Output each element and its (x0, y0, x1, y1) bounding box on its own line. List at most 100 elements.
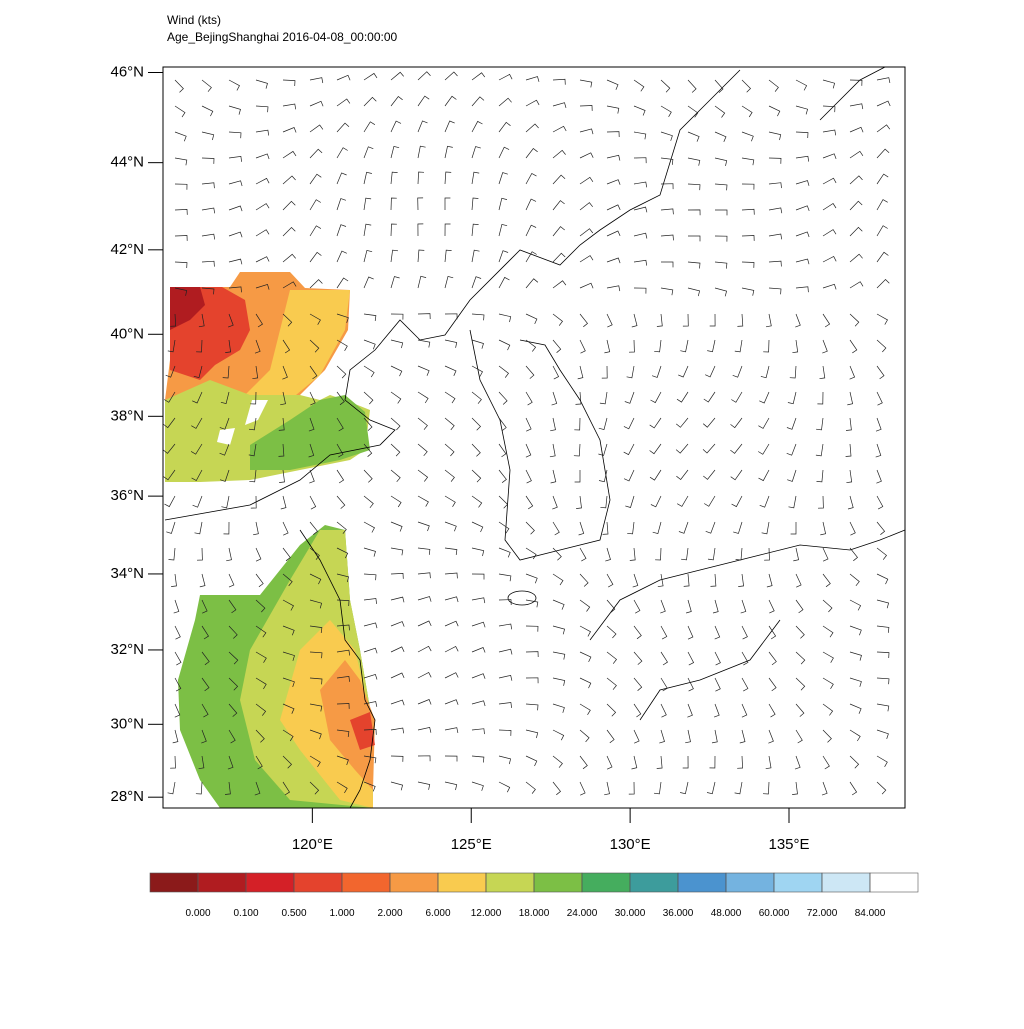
wind-barb (336, 339, 348, 351)
wind-barb (600, 495, 608, 509)
wind-barb (201, 625, 209, 640)
wind-barb (336, 755, 349, 766)
wind-barb (309, 781, 320, 795)
wind-barb (163, 417, 176, 429)
wind-barb (444, 521, 457, 532)
wind-barb (390, 171, 398, 185)
wind-barb (471, 171, 480, 185)
colorbar-box (485, 872, 535, 893)
wind-barb (444, 755, 458, 762)
wind-barb (633, 703, 642, 718)
wind-barb (336, 495, 346, 509)
wind-barb (363, 391, 374, 405)
wind-barb (471, 597, 486, 604)
wind-barb (606, 79, 619, 90)
wind-barb (660, 677, 668, 692)
wind-barb (174, 287, 188, 296)
wind-barb (579, 313, 588, 328)
wind-barb (579, 547, 587, 562)
wind-barb (170, 313, 177, 327)
y-tick-label: 30°N (110, 715, 144, 732)
wind-barb (623, 469, 635, 482)
wind-barb (255, 256, 270, 263)
wind-barb (606, 179, 621, 185)
wind-barb (649, 469, 662, 481)
wind-barb (623, 443, 635, 456)
wind-barb (444, 620, 459, 627)
wind-barb (282, 103, 297, 110)
wind-barb (768, 233, 783, 240)
wind-barb (390, 781, 404, 791)
wind-barb (167, 339, 176, 353)
wind-barb (678, 365, 689, 378)
x-tick-label: 125°E (451, 836, 492, 853)
wind-barb (525, 547, 537, 560)
wind-barb (849, 599, 862, 611)
wind-barb (498, 339, 511, 351)
wind-barb (876, 279, 890, 289)
wind-barb (795, 79, 808, 91)
wind-barb (363, 365, 375, 378)
wind-barb (390, 646, 405, 653)
wind-barb (714, 183, 728, 191)
wind-barb (822, 256, 837, 263)
wind-barb (714, 677, 721, 692)
wind-barb (822, 599, 833, 613)
wind-barb (363, 547, 376, 557)
wind-barb (471, 365, 483, 377)
wind-barb (552, 280, 567, 289)
wind-barb (444, 171, 452, 185)
wind-barb (201, 182, 215, 189)
wind-barb (758, 417, 770, 429)
wind-barb (654, 339, 662, 353)
wind-barb (768, 625, 777, 640)
wind-barb (633, 625, 642, 640)
wind-barb (228, 703, 238, 717)
wind-barb (758, 443, 770, 455)
wind-barb (336, 649, 351, 656)
wind-barb (768, 677, 777, 692)
wind-barb (741, 651, 749, 666)
wind-barb (228, 729, 236, 744)
y-tick-label: 44°N (110, 154, 144, 171)
wind-barb (759, 495, 770, 508)
field-orange-south (320, 660, 375, 790)
wind-barb (336, 417, 344, 432)
wind-barb (390, 313, 404, 320)
wind-barb (444, 339, 458, 348)
wind-barb (174, 79, 184, 93)
wind-barb (876, 677, 890, 685)
wind-barb (876, 573, 889, 585)
wind-barb (417, 672, 432, 679)
wind-barb (201, 157, 215, 164)
wind-barb (336, 547, 349, 559)
wind-barb (822, 651, 834, 663)
wind-barb (606, 154, 621, 161)
wind-barb (761, 521, 770, 535)
wind-barb (788, 495, 797, 509)
wind-barb (653, 781, 662, 795)
wind-barb (525, 99, 540, 107)
wind-barb (876, 339, 887, 353)
wind-barb (579, 703, 591, 715)
wind-barb (336, 391, 345, 406)
wind-barb (498, 755, 512, 765)
wind-barb (579, 339, 586, 354)
wind-barb (741, 677, 749, 692)
wind-barb (579, 573, 589, 587)
wind-barb (417, 249, 425, 263)
wind-barb (849, 103, 864, 110)
wind-barb (163, 443, 176, 454)
wind-barb (417, 443, 428, 457)
wind-barb (255, 283, 270, 290)
wind-barb (390, 276, 400, 289)
wind-barb (336, 469, 345, 484)
wind-barb (876, 755, 888, 767)
wind-barb (444, 145, 453, 159)
wind-barb (549, 443, 556, 458)
wind-barb (552, 495, 558, 510)
wind-barb (390, 573, 404, 579)
wind-barb (849, 226, 863, 237)
wind-barb (849, 253, 863, 263)
